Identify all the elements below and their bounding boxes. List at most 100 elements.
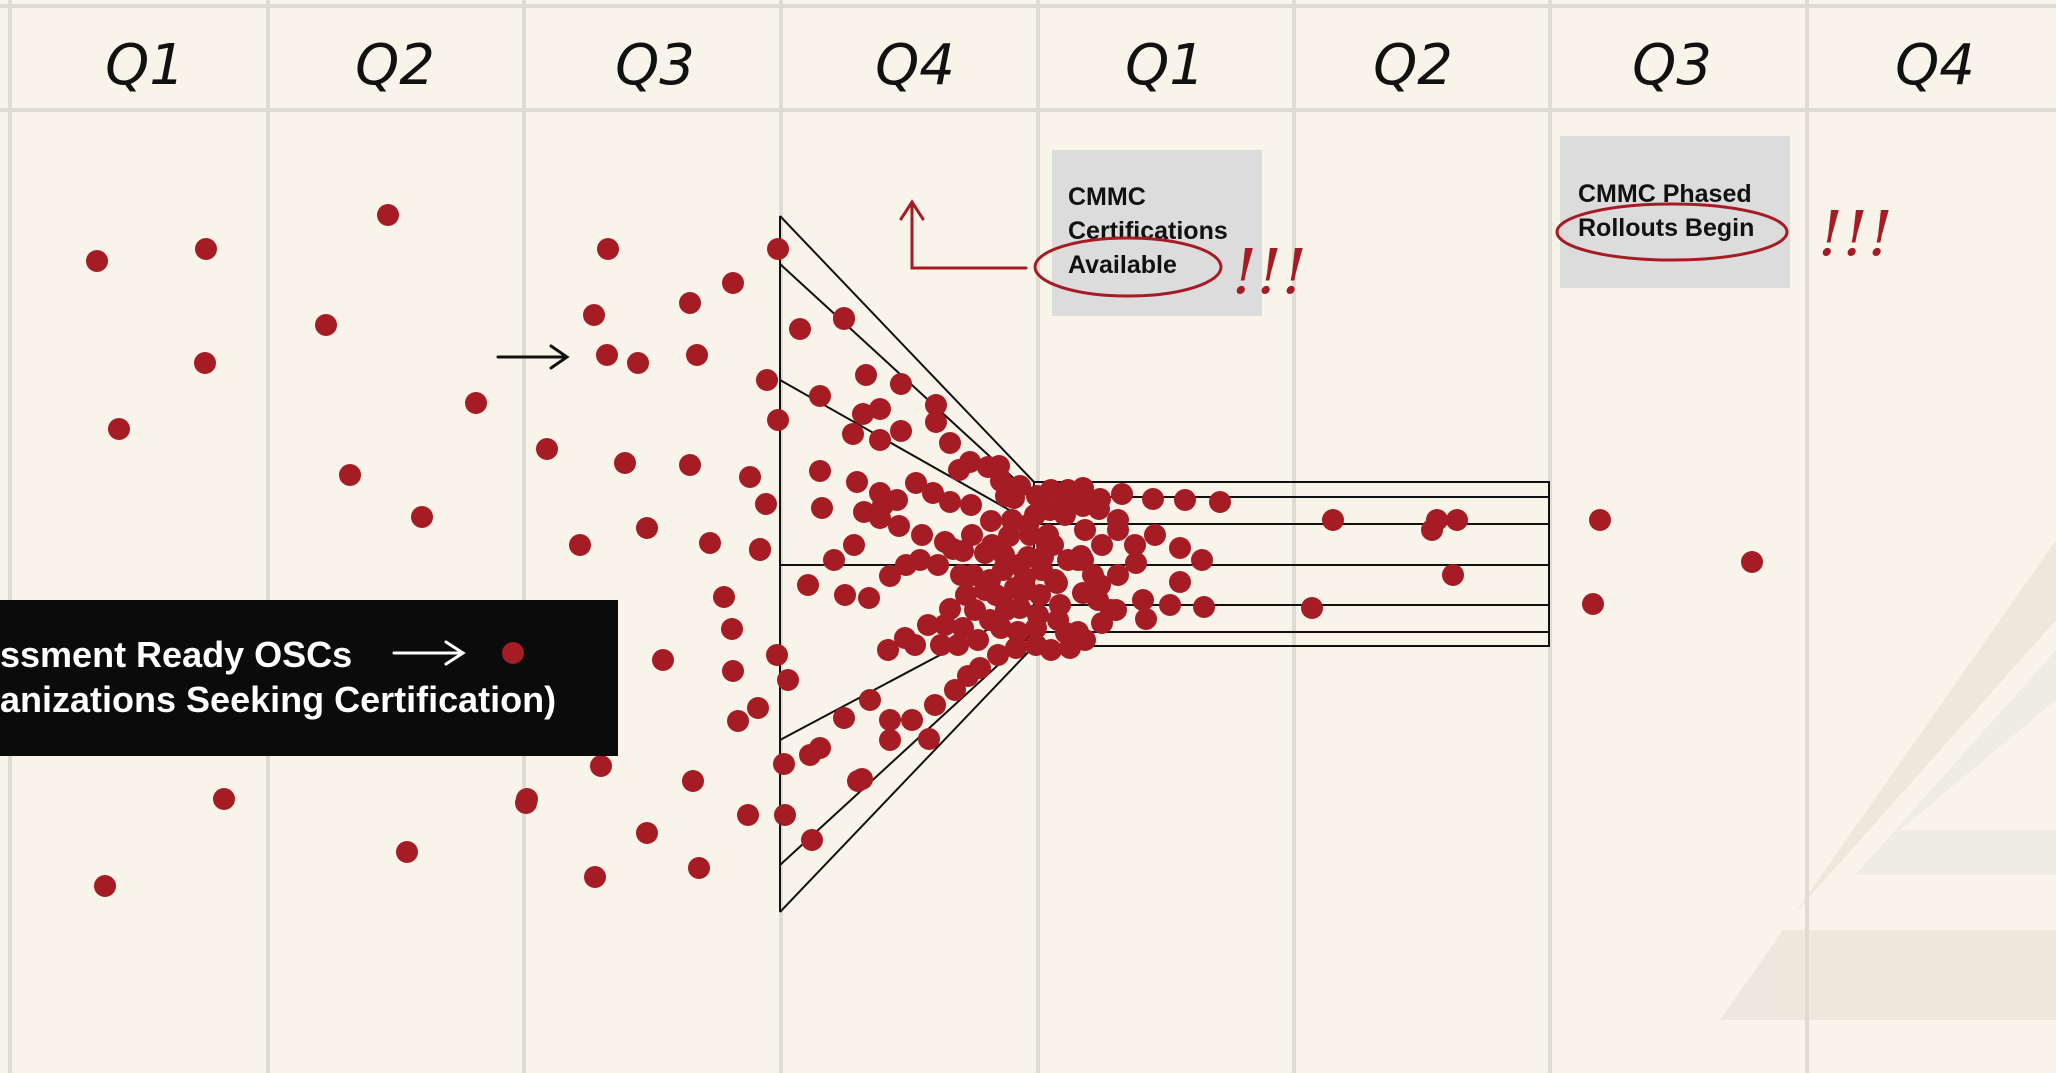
emphasis-marks: !!! <box>1232 235 1307 308</box>
legend-line: ssment Ready OSCs <box>0 634 352 675</box>
osc-dot <box>1025 634 1047 656</box>
osc-dot <box>722 660 744 682</box>
osc-dot <box>396 841 418 863</box>
osc-dot <box>1107 509 1129 531</box>
osc-dot <box>879 729 901 751</box>
osc-dot <box>1142 488 1164 510</box>
quarter-label: Q4 <box>875 33 955 98</box>
osc-dot <box>686 344 708 366</box>
highlight-circle <box>1033 236 1223 298</box>
osc-dot <box>1046 572 1068 594</box>
osc-dot <box>86 250 108 272</box>
osc-dot <box>980 510 1002 532</box>
osc-dot <box>809 385 831 407</box>
osc-dot <box>925 394 947 416</box>
osc-dot <box>858 587 880 609</box>
osc-dot <box>1125 552 1147 574</box>
osc-dot <box>213 788 235 810</box>
quarter-label: Q1 <box>105 33 185 98</box>
osc-dot <box>944 679 966 701</box>
osc-dot <box>833 707 855 729</box>
osc-dot <box>987 644 1009 666</box>
osc-dot <box>194 352 216 374</box>
osc-dot <box>195 238 217 260</box>
osc-dot <box>947 634 969 656</box>
osc-dot <box>688 857 710 879</box>
osc-dot <box>536 438 558 460</box>
logo-triangle-watermark <box>1720 540 2056 1020</box>
osc-dot <box>1088 498 1110 520</box>
osc-dot <box>904 634 926 656</box>
osc-dot <box>879 709 901 731</box>
osc-dot <box>924 694 946 716</box>
osc-dot <box>315 314 337 336</box>
osc-dot <box>859 689 881 711</box>
osc-dot <box>855 364 877 386</box>
osc-dot <box>823 549 845 571</box>
osc-dot <box>1174 489 1196 511</box>
osc-dot <box>339 464 361 486</box>
osc-dot <box>888 515 910 537</box>
legend-marker <box>502 642 524 664</box>
osc-dot <box>515 792 537 814</box>
osc-dot <box>869 429 891 451</box>
osc-dot <box>789 318 811 340</box>
osc-dot <box>1169 571 1191 593</box>
osc-dot <box>843 534 865 556</box>
osc-dot <box>961 524 983 546</box>
quarter-label: Q4 <box>1895 33 1975 98</box>
osc-dot <box>811 497 833 519</box>
osc-dot <box>747 697 769 719</box>
osc-dot <box>755 493 777 515</box>
osc-dot <box>679 454 701 476</box>
osc-dot <box>652 649 674 671</box>
osc-dot <box>411 506 433 528</box>
arrow-right-icon <box>496 344 570 370</box>
osc-dot <box>721 618 743 640</box>
legend-box <box>0 600 618 756</box>
osc-dot <box>774 804 796 826</box>
osc-dot <box>1055 622 1077 644</box>
osc-dot <box>777 669 799 691</box>
callout-rollouts: CMMC Phased Rollouts Begin !!! <box>1555 136 1893 288</box>
osc-dot <box>1124 534 1146 556</box>
osc-dot <box>722 272 744 294</box>
osc-dot <box>749 539 771 561</box>
osc-dot <box>842 423 864 445</box>
osc-dots <box>86 204 1763 897</box>
osc-dot <box>1144 524 1166 546</box>
osc-dot <box>934 614 956 636</box>
osc-dot <box>636 517 658 539</box>
callout-box <box>1052 150 1262 316</box>
osc-dot <box>1132 589 1154 611</box>
quarter-label: Q2 <box>1373 33 1453 98</box>
osc-dot <box>1005 637 1027 659</box>
callout-line: CMMC <box>1068 183 1146 211</box>
osc-dot <box>583 304 605 326</box>
osc-dot <box>981 534 1003 556</box>
osc-dot <box>911 524 933 546</box>
osc-dot <box>682 770 704 792</box>
osc-dot <box>927 554 949 576</box>
osc-dot <box>801 829 823 851</box>
osc-dot <box>1091 534 1113 556</box>
osc-dot <box>905 472 927 494</box>
osc-dot <box>799 744 821 766</box>
osc-dot <box>766 644 788 666</box>
osc-dot <box>948 459 970 481</box>
osc-dot <box>917 614 939 636</box>
osc-dot <box>852 403 874 425</box>
osc-dot <box>1055 487 1077 509</box>
osc-dot <box>679 292 701 314</box>
osc-dot <box>851 768 873 790</box>
osc-dot <box>590 755 612 777</box>
osc-dot <box>1024 504 1046 526</box>
quarter-label: Q3 <box>615 33 695 98</box>
osc-dot <box>960 494 982 516</box>
osc-dot <box>942 538 964 560</box>
osc-dot <box>890 420 912 442</box>
osc-dot <box>1019 524 1041 546</box>
osc-dot <box>1107 564 1129 586</box>
